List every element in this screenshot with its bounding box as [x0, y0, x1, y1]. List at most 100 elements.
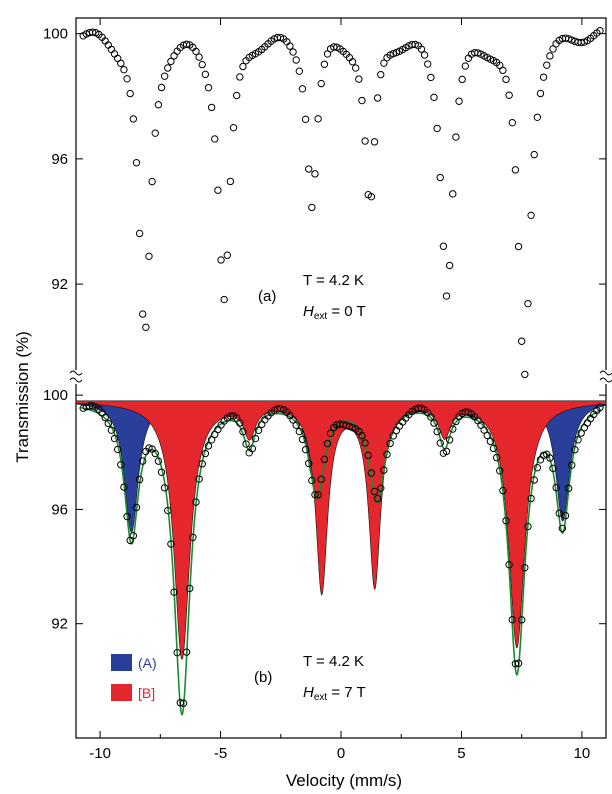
- data-point: [326, 429, 335, 437]
- data-point: [170, 588, 178, 596]
- data-point: [377, 70, 385, 79]
- data-point: [486, 437, 495, 446]
- data-point: [461, 62, 470, 70]
- data-point: [120, 65, 128, 74]
- data-point: [433, 124, 441, 133]
- data-point: [568, 461, 576, 469]
- data-point: [126, 89, 134, 98]
- data-point: [110, 50, 119, 58]
- data-point: [358, 431, 366, 440]
- temperature-label: T = 4.2 K: [303, 272, 364, 289]
- data-point: [517, 337, 526, 345]
- data-point: [527, 494, 535, 503]
- data-point: [517, 616, 526, 624]
- data-point: [88, 28, 97, 36]
- data-point: [301, 445, 310, 454]
- data-point: [502, 75, 510, 84]
- data-point: [173, 648, 181, 657]
- axis-break-gap: [600, 370, 612, 384]
- data-point: [135, 475, 144, 484]
- data-point: [289, 416, 297, 424]
- legend-label: (A): [138, 655, 157, 671]
- data-point: [226, 177, 235, 186]
- x-tick-label: -10: [89, 745, 111, 762]
- data-point: [445, 436, 454, 444]
- data-point: [298, 435, 307, 444]
- data-point: [505, 91, 513, 99]
- data-point: [157, 83, 166, 92]
- data-point: [342, 421, 350, 430]
- data-point: [445, 261, 454, 270]
- data-point: [204, 442, 213, 450]
- data-point: [120, 483, 128, 491]
- data-point: [157, 468, 166, 476]
- y-tick-label: 100: [43, 387, 68, 404]
- data-point: [546, 454, 554, 462]
- data-point: [383, 450, 391, 459]
- data-point: [207, 436, 216, 444]
- data-point: [301, 115, 310, 124]
- data-point: [292, 56, 300, 64]
- data-point: [201, 449, 210, 458]
- legend-swatch: [111, 654, 132, 671]
- data-point: [361, 137, 369, 145]
- data-point: [558, 524, 567, 533]
- x-axis: -10 -5 0 5 10: [89, 18, 590, 762]
- data-point: [543, 61, 551, 69]
- data-point: [232, 91, 241, 100]
- data-point: [373, 494, 382, 503]
- data-point: [511, 166, 520, 174]
- data-point: [192, 498, 200, 506]
- data-point: [220, 295, 228, 304]
- data-point: [292, 421, 300, 429]
- data-point: [123, 75, 131, 83]
- data-point: [530, 150, 538, 159]
- data-point: [320, 60, 329, 68]
- data-point: [204, 83, 213, 92]
- data-point: [549, 464, 557, 473]
- data-point: [107, 45, 116, 54]
- data-point: [480, 426, 488, 434]
- data-point: [449, 190, 457, 198]
- data-point: [505, 561, 513, 569]
- data-point: [236, 419, 244, 427]
- data-point: [524, 299, 532, 308]
- data-point: [496, 467, 504, 475]
- data-point: [179, 699, 188, 707]
- data-point: [539, 451, 548, 459]
- data-point: [298, 85, 307, 93]
- data-point: [502, 517, 510, 525]
- panel-label: (b): [254, 669, 272, 686]
- field-label: Hext = 0 T: [303, 303, 366, 322]
- axis-break-left: [69, 370, 83, 383]
- data-point: [164, 64, 172, 72]
- data-point: [207, 103, 216, 112]
- data-point: [101, 413, 109, 422]
- data-point: [148, 177, 156, 186]
- data-point: [129, 532, 138, 540]
- data-point: [533, 113, 542, 121]
- data-point: [198, 460, 206, 468]
- data-point: [574, 436, 582, 444]
- data-point: [186, 584, 194, 593]
- data-point: [198, 60, 206, 69]
- data-point: [530, 476, 538, 484]
- data-point: [433, 427, 441, 436]
- data-point: [555, 509, 563, 517]
- y-tick-label: 100: [43, 26, 68, 43]
- data-point: [536, 89, 545, 98]
- data-point: [583, 419, 592, 427]
- data-point: [229, 123, 238, 132]
- y-axis-title: Transmission (%): [13, 331, 32, 463]
- x-tick-label: 0: [337, 745, 345, 762]
- x-tick-label: 10: [574, 745, 591, 762]
- data-point: [314, 491, 322, 499]
- data-point: [132, 159, 141, 167]
- data-point: [427, 73, 435, 82]
- data-point: [311, 491, 319, 499]
- fit-line: [80, 406, 602, 716]
- data-point: [201, 70, 210, 79]
- panel-b: 100 96 92 (b) T = 4.2 K Hext = 7 T (A) [B]: [43, 387, 607, 716]
- data-point: [439, 242, 448, 250]
- data-point: [345, 422, 354, 431]
